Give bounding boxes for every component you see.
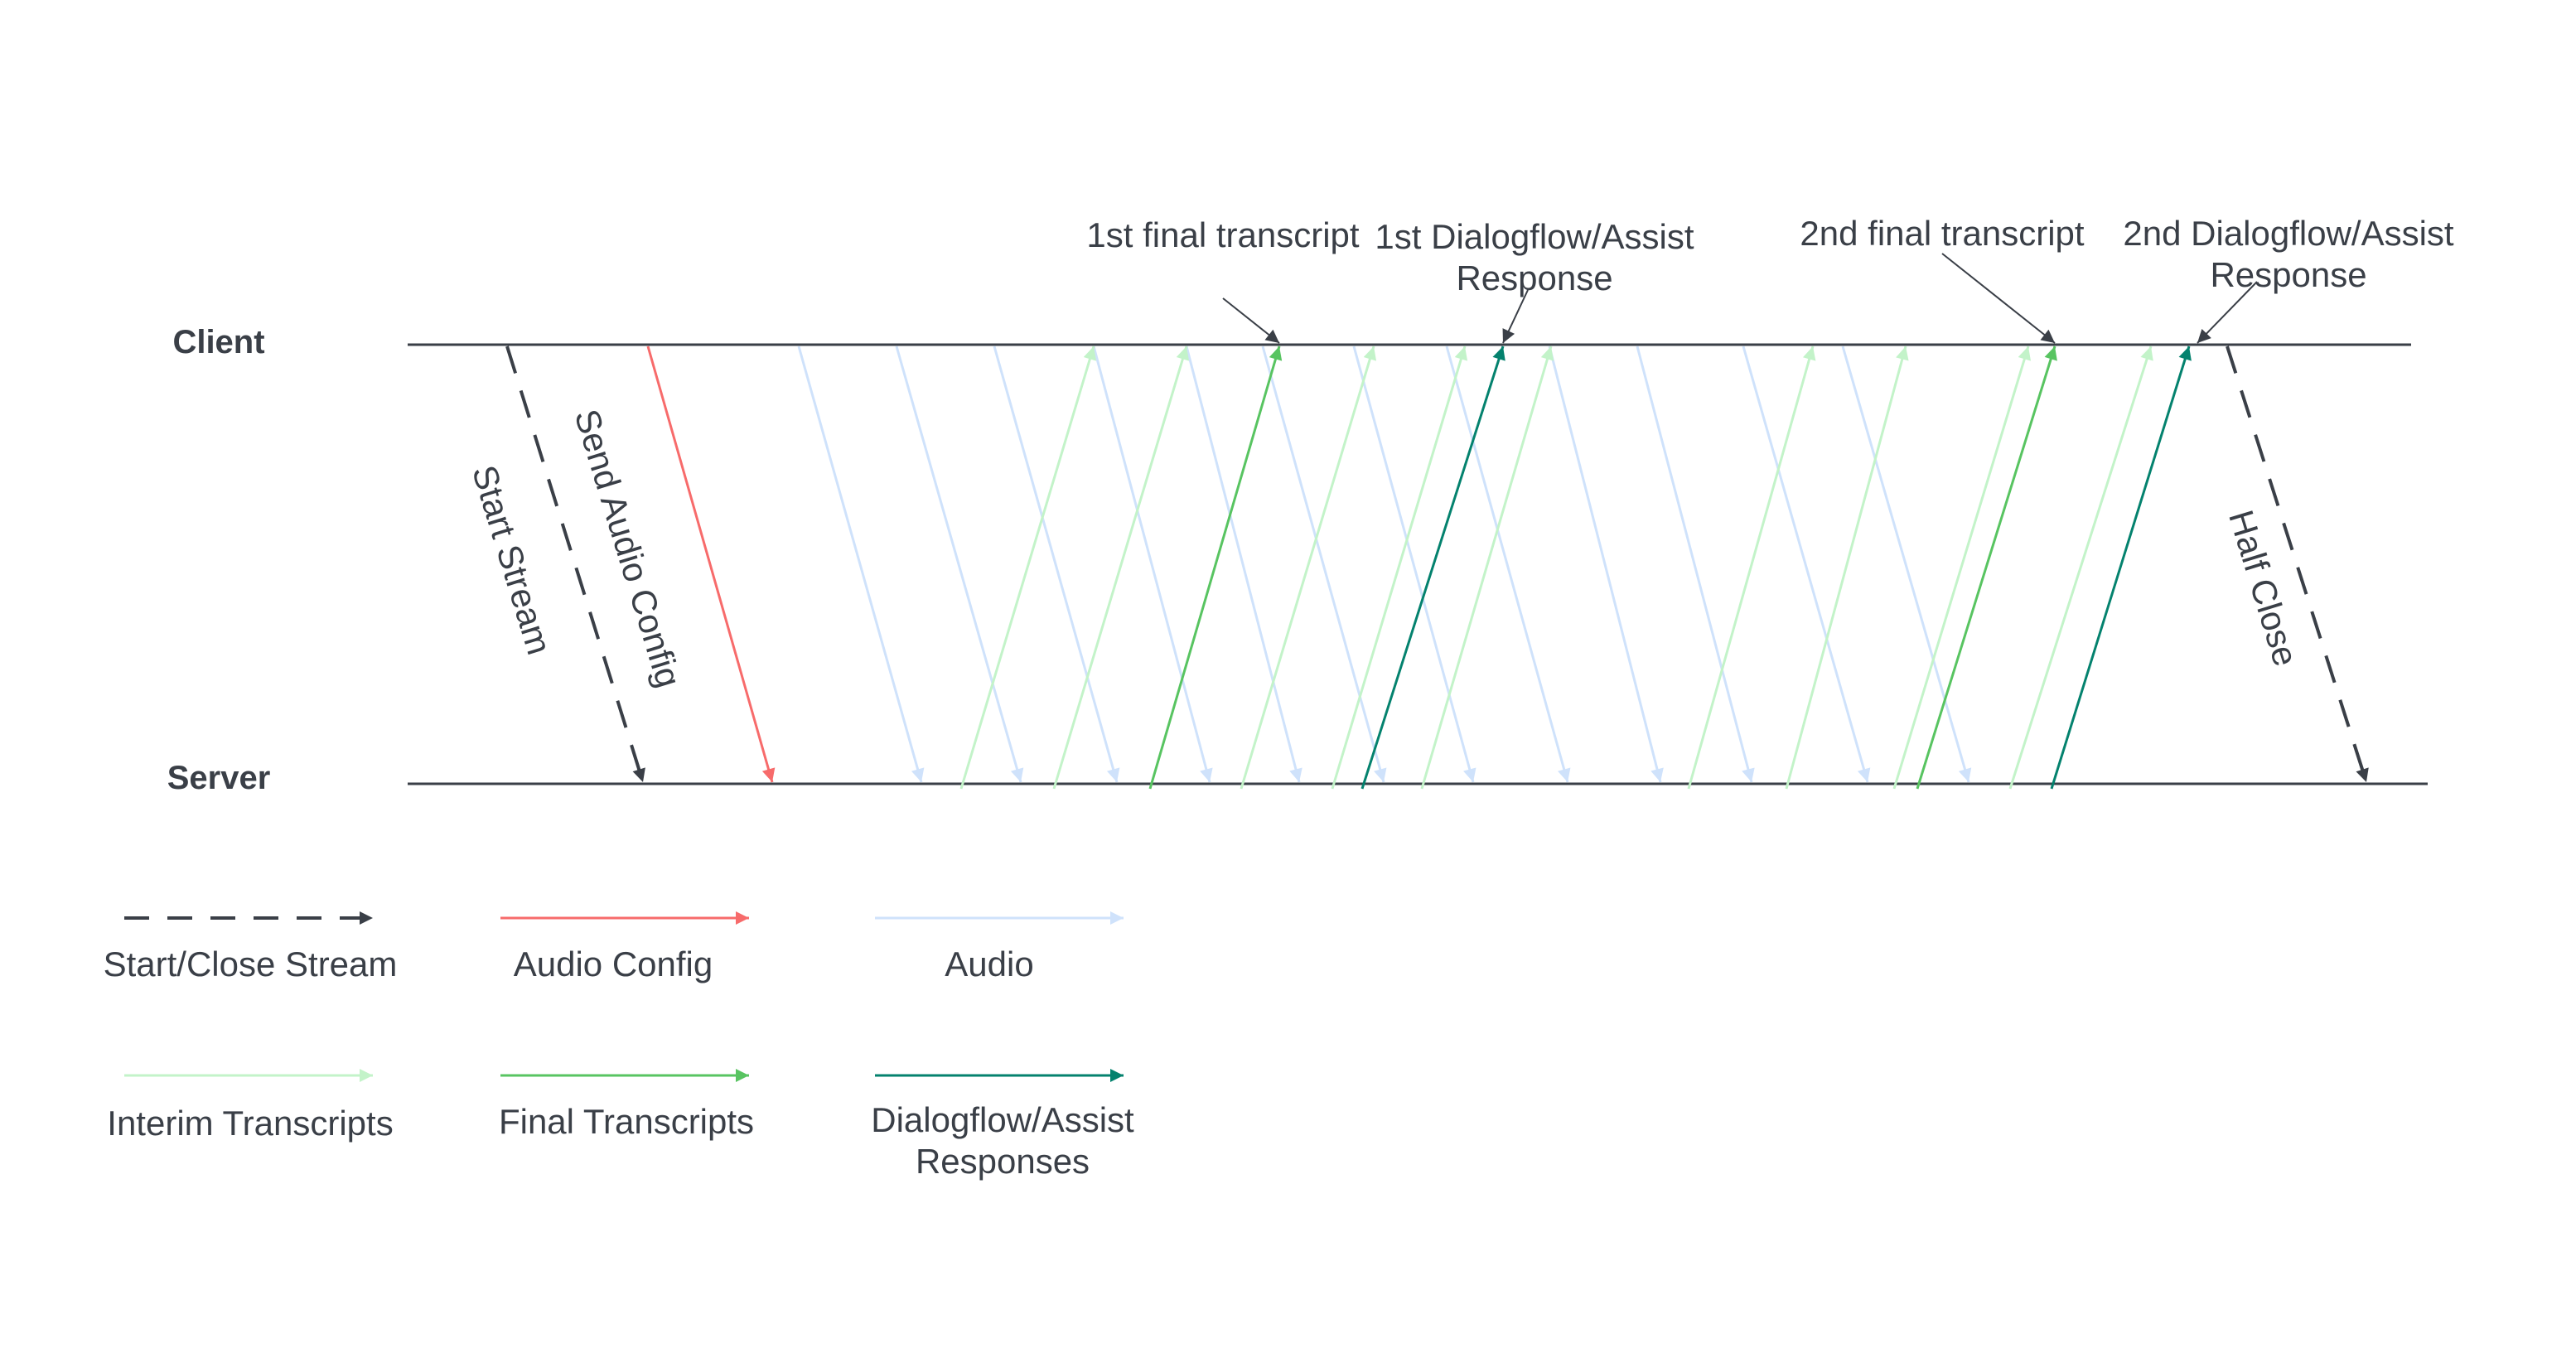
interim-transcript-arrow: [1052, 345, 1190, 790]
legend-label-dialogflow-line2: Responses: [916, 1142, 1090, 1181]
legend: Start/Close Stream Audio Config Audio In…: [104, 911, 1134, 1181]
interim-transcript-arrow: [1785, 345, 1909, 790]
annotation-2nd-dialogflow-line2: Response: [2210, 255, 2366, 294]
final-transcript-arrow: [1148, 345, 1283, 790]
audio-arrow: [1445, 345, 1571, 783]
dialogflow-response-arrow: [2050, 345, 2192, 790]
interim-transcript-arrow: [1687, 345, 1816, 790]
audio-arrow: [1185, 345, 1302, 783]
audio-arrow: [1092, 345, 1213, 783]
annotation-1st-dialogflow-line1: 1st Dialogflow/Assist: [1375, 217, 1694, 256]
audio-arrow: [1261, 345, 1387, 783]
interim-transcript-arrow: [1240, 345, 1377, 790]
legend-label-dialogflow-line1: Dialogflow/Assist: [871, 1100, 1134, 1139]
server-label: Server: [167, 760, 271, 796]
audio-arrow: [895, 345, 1024, 783]
legend-label-start-close-stream: Start/Close Stream: [104, 945, 398, 983]
half-close-label: Half Close: [2221, 505, 2306, 670]
audio-arrow: [1548, 345, 1664, 783]
send-audio-config-label: Send Audio Config: [568, 405, 689, 692]
annotation-pointer-arrow: [1941, 253, 2056, 344]
audio-arrow: [993, 345, 1120, 783]
audio-arrow: [1352, 345, 1476, 783]
audio-arrow: [1742, 345, 1871, 783]
annotation-1st-final-transcript: 1st final transcript: [1086, 215, 1359, 254]
interim-transcript-arrow: [1892, 345, 2032, 790]
dialogflow-response-arrow: [1360, 345, 1505, 790]
annotation-1st-dialogflow-line2: Response: [1456, 259, 1612, 297]
annotation-2nd-dialogflow-line1: 2nd Dialogflow/Assist: [2123, 214, 2454, 253]
interim-transcript-arrow: [959, 345, 1097, 790]
legend-label-audio-config: Audio Config: [514, 945, 713, 983]
legend-label-final-transcripts: Final Transcripts: [499, 1102, 754, 1141]
message-arrows: [505, 253, 2369, 790]
interim-transcript-arrow: [2008, 345, 2153, 790]
annotation-pointer-arrow: [2197, 281, 2258, 344]
audio-arrow: [1636, 345, 1755, 783]
final-transcript-arrow: [1916, 345, 2057, 790]
half-close-arrow: [2226, 345, 2369, 783]
audio-config-arrow: [646, 345, 776, 783]
start-stream-arrow: [505, 345, 645, 783]
legend-label-audio: Audio: [945, 945, 1033, 983]
interim-transcript-arrow: [1331, 345, 1468, 790]
legend-label-interim-transcripts: Interim Transcripts: [107, 1104, 393, 1143]
audio-arrow: [797, 345, 925, 783]
start-stream-label: Start Stream: [465, 461, 559, 659]
annotation-2nd-final-transcript: 2nd final transcript: [1800, 214, 2085, 253]
annotation-pointer-arrow: [1502, 289, 1529, 344]
audio-arrow: [1841, 345, 1972, 783]
client-label: Client: [172, 324, 264, 360]
interim-transcript-arrow: [1420, 345, 1554, 790]
annotation-pointer-arrow: [1222, 297, 1280, 344]
